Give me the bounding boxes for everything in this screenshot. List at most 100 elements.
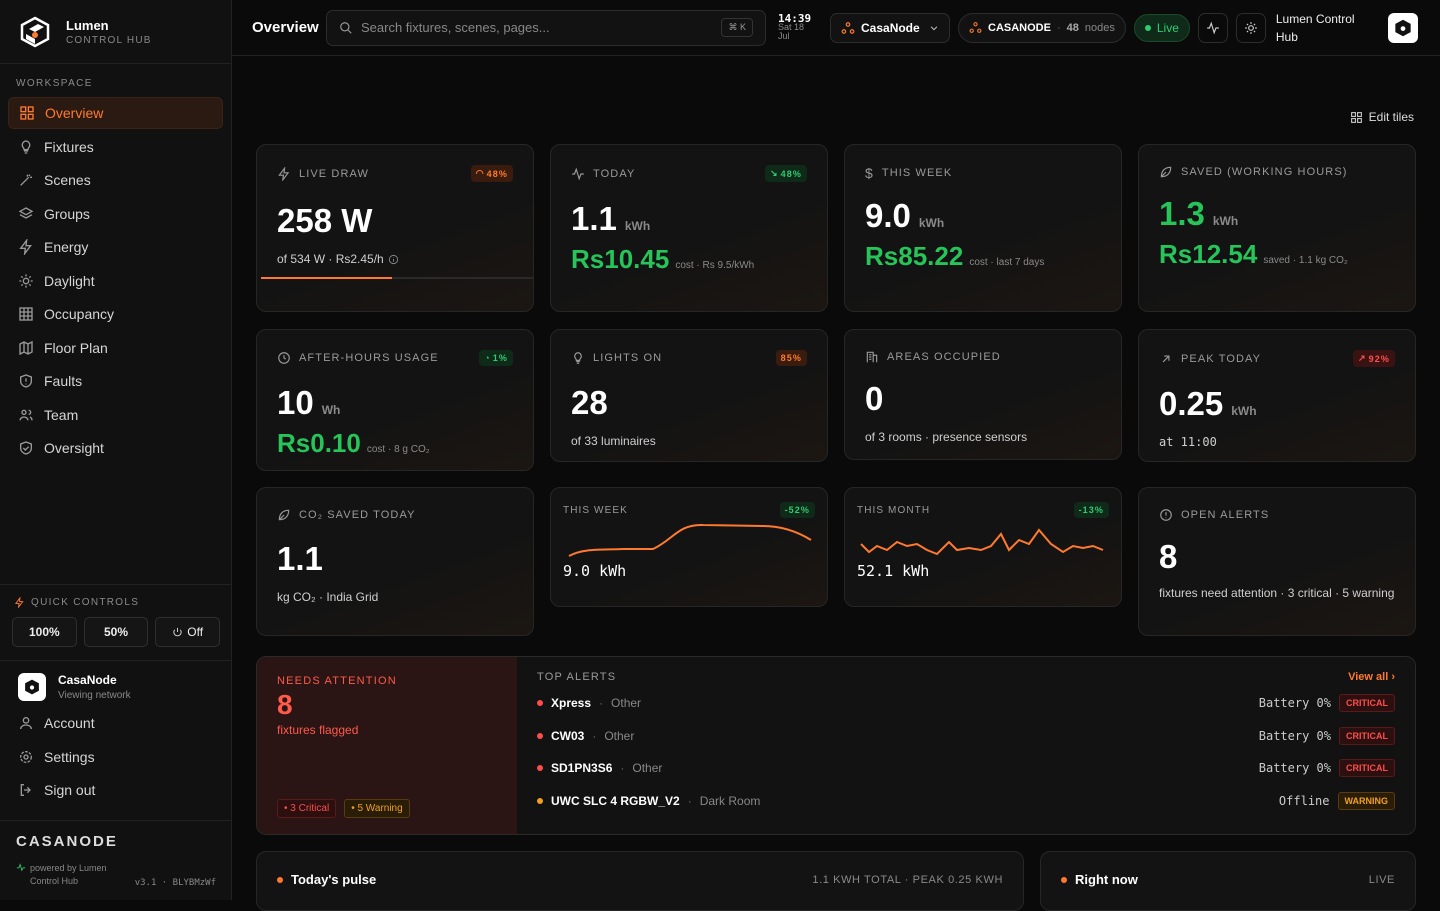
tile-peak-today[interactable]: PEAK TODAY ↗ 92% 0.25 kWh at 11:00: [1138, 329, 1416, 462]
tile-live-draw[interactable]: LIVE DRAW ◠ 48% 258 W of 534 W · Rs2.45/h: [256, 144, 534, 312]
sidebar-item-label: Occupancy: [44, 306, 115, 322]
pulse-meta: 1.1 KWH TOTAL · PEAK 0.25 KWH: [812, 873, 1003, 886]
attention-sub: fixtures flagged: [277, 723, 359, 737]
sidebar-item-scenes[interactable]: Scenes: [8, 164, 223, 196]
node-count: 48: [1066, 21, 1079, 34]
severity-dot: [537, 765, 543, 772]
brand[interactable]: Lumen CONTROL HUB: [0, 0, 231, 64]
tile-after-hours[interactable]: AFTER-HOURS USAGE ◔ 1% 10 Wh Rs0.10 cost · 8…: [256, 329, 534, 471]
sidebar-item-faults[interactable]: Faults: [8, 365, 223, 397]
sign-out-link[interactable]: Sign out: [8, 774, 224, 806]
wand-icon: [20, 174, 32, 186]
co2-sub: kg CO₂ · India Grid: [277, 590, 379, 604]
alert-area: Dark Room: [699, 793, 761, 808]
tile-co2-saved[interactable]: CO₂ SAVED TODAY 1.1 kg CO₂ · India Grid: [256, 487, 534, 636]
needs-attention-panel: NEEDS ATTENTION 8 fixtures flagged • 3 C…: [256, 656, 1416, 835]
network-icon: [969, 22, 982, 33]
alert-row[interactable]: CW03 · Other Battery 0% CRITICAL: [537, 720, 1395, 753]
account-link[interactable]: Account: [8, 707, 224, 739]
users-icon: [19, 409, 33, 420]
severity-badge: CRITICAL: [1339, 726, 1395, 745]
attention-summary[interactable]: NEEDS ATTENTION 8 fixtures flagged • 3 C…: [257, 657, 517, 834]
severity-badge: CRITICAL: [1339, 694, 1395, 713]
right-now-title: Right now: [1075, 872, 1138, 887]
network-badge: CASANODE · 48 nodes: [958, 12, 1126, 43]
page-title: Overview: [252, 19, 319, 36]
alert-row[interactable]: UWC SLC 4 RGBW_V2 · Dark Room Offline WARNIN…: [537, 785, 1395, 818]
theme-toggle[interactable]: [1235, 12, 1266, 43]
tile-lights-on[interactable]: LIGHTS ON 85% 28 of 33 luminaires: [550, 329, 828, 462]
pulse-title: Today's pulse: [291, 872, 377, 887]
right-now-meta: LIVE: [1368, 873, 1395, 886]
right-now-dot: [1061, 876, 1067, 883]
search-icon: [340, 21, 352, 34]
clock-icon: [278, 352, 290, 364]
building-icon: [866, 351, 878, 363]
view-all-link[interactable]: View all ›: [1348, 671, 1395, 683]
alert-status: Offline: [1278, 793, 1330, 808]
sidebar-item-label: Energy: [44, 239, 89, 255]
warning-count-badge: • 5 Warning: [344, 799, 410, 818]
leaf-icon: [1160, 166, 1172, 178]
bulb-icon: [21, 139, 31, 154]
tile-areas-occupied[interactable]: AREAS OCCUPIED 0 of 3 rooms · presence s…: [844, 329, 1122, 460]
areas-sub: of 3 rooms · presence sensors: [865, 430, 1028, 444]
pulse-dot: [277, 876, 283, 883]
live-draw-value: 258 W: [277, 202, 373, 239]
quick-100-button[interactable]: 100%: [12, 617, 77, 647]
tile-week-spark[interactable]: THIS WEEK -52% 9.0 kWh: [550, 487, 828, 607]
alert-row[interactable]: Xpress · Other Battery 0% CRITICAL: [537, 687, 1395, 720]
alert-fixture: SD1PN3S6: [551, 761, 613, 776]
tile-open-alerts[interactable]: OPEN ALERTS 8 fixtures need attention · …: [1138, 487, 1416, 636]
sidebar-item-energy[interactable]: Energy: [8, 231, 223, 263]
week-sparkline: [568, 523, 812, 557]
tile-month-spark[interactable]: THIS MONTH -13% 52.1 kWh: [844, 487, 1122, 607]
sidebar-item-groups[interactable]: Groups: [8, 198, 223, 230]
right-now-card: Right now LIVE: [1040, 851, 1416, 911]
brand-name: Lumen: [66, 17, 109, 33]
sidebar-footer: CASANODE powered by Lumen Control Hub v3…: [0, 820, 232, 900]
clock-date: Sat 18 Jul: [778, 22, 805, 41]
activity-button[interactable]: [1197, 12, 1228, 43]
alert-status: Battery 0%: [1258, 728, 1331, 743]
user-name[interactable]: Lumen Control Hub: [1275, 11, 1355, 44]
sun-icon: [1245, 21, 1257, 34]
sidebar-item-daylight[interactable]: Daylight: [8, 265, 223, 297]
quick-50-button[interactable]: 50%: [83, 617, 149, 647]
sidebar-item-label: Floor Plan: [44, 339, 108, 356]
settings-link[interactable]: Settings: [8, 741, 224, 773]
critical-count-badge: • 3 Critical: [277, 799, 337, 818]
severity-badge: CRITICAL: [1339, 759, 1395, 778]
site-selector[interactable]: CasaNode: [830, 12, 950, 43]
quick-controls: QUICK CONTROLS 100% 50% Off: [0, 584, 232, 647]
today-value: 1.1: [571, 200, 617, 237]
alert-row[interactable]: SD1PN3S6 · Other Battery 0% CRITICAL: [537, 752, 1395, 785]
logout-icon: [20, 784, 31, 796]
user-avatar[interactable]: [1387, 12, 1418, 43]
live-label: Live: [1156, 20, 1179, 35]
saved-money: Rs12.54: [1159, 239, 1258, 269]
trend-badge: ↗ 92%: [1353, 350, 1395, 367]
sidebar-item-floor-plan[interactable]: Floor Plan: [8, 332, 223, 364]
tile-saved[interactable]: SAVED (WORKING HOURS) 1.3 kWh Rs12.54 save…: [1138, 144, 1416, 312]
quick-off-button[interactable]: Off: [155, 617, 221, 647]
casanode-logo-icon: [18, 673, 46, 701]
severity-badge: WARNING: [1337, 791, 1395, 810]
edit-tiles-button[interactable]: Edit tiles: [1350, 110, 1414, 124]
bulb-icon: [574, 352, 582, 364]
trend-badge: -13%: [1073, 502, 1109, 518]
sidebar-item-fixtures[interactable]: Fixtures: [8, 131, 223, 163]
sidebar-item-occupancy[interactable]: Occupancy: [8, 298, 223, 330]
network-switcher[interactable]: CasaNode Viewing network: [0, 673, 232, 701]
info-icon[interactable]: [388, 254, 399, 265]
sidebar-item-overview[interactable]: Overview: [8, 97, 223, 129]
tile-today[interactable]: TODAY ↘ 48% 1.1 kWh Rs10.45 cost · Rs 9.5/kW…: [550, 144, 828, 312]
casanode-wordmark: CASANODE: [16, 833, 118, 850]
dollar-icon: $: [865, 165, 874, 181]
search-input[interactable]: Search fixtures, scenes, pages... ⌘ K: [326, 9, 766, 46]
sidebar-item-team[interactable]: Team: [8, 399, 223, 431]
today-cost: Rs10.45: [571, 244, 670, 274]
sidebar-item-oversight[interactable]: Oversight: [8, 432, 223, 464]
tile-this-week[interactable]: $ THIS WEEK 9.0 kWh Rs85.22 cost · last 7 d…: [844, 144, 1122, 312]
table-icon: [19, 307, 33, 321]
